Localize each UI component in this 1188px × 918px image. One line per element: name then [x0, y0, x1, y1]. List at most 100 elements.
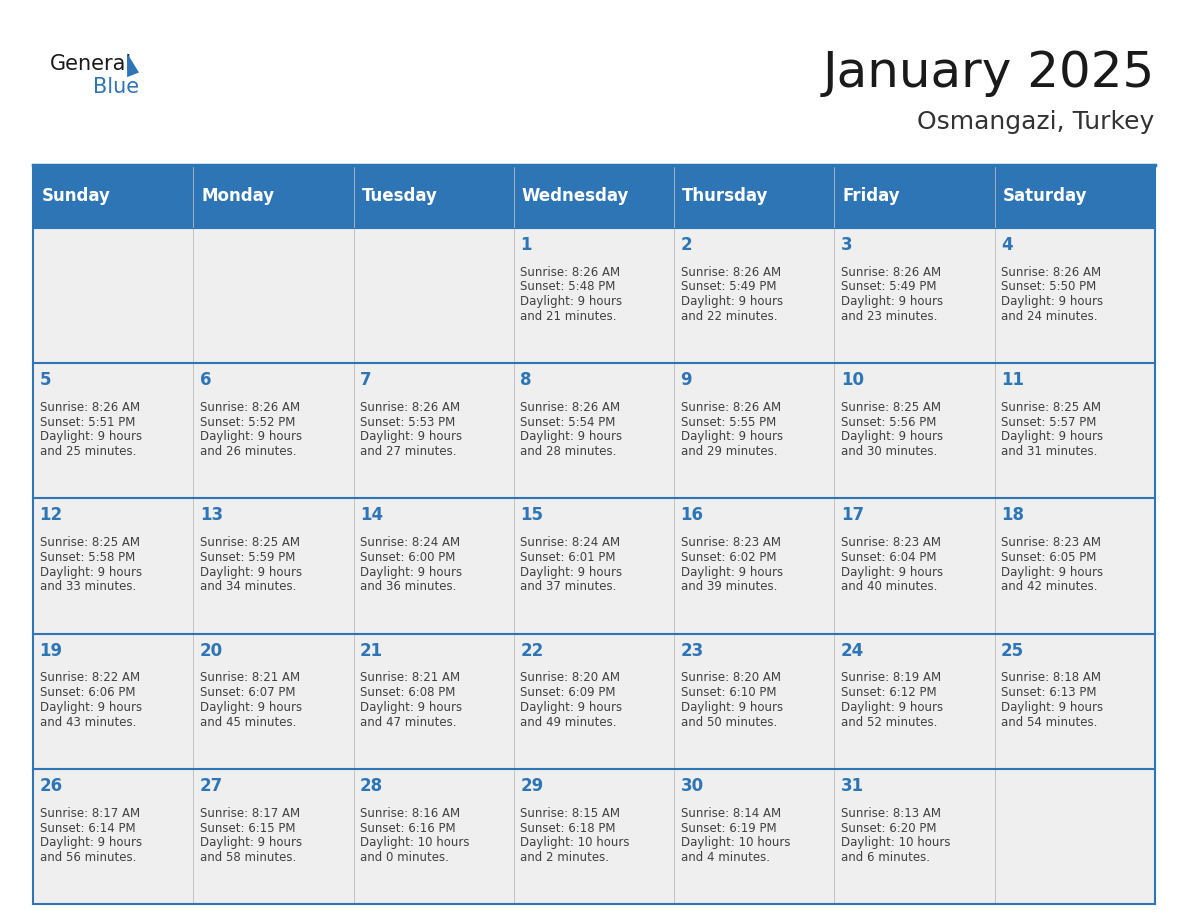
Text: Sunset: 6:01 PM: Sunset: 6:01 PM	[520, 551, 615, 564]
Text: Sunset: 6:08 PM: Sunset: 6:08 PM	[360, 687, 455, 700]
Text: Sunrise: 8:25 AM: Sunrise: 8:25 AM	[841, 401, 941, 414]
Bar	[354, 633, 514, 769]
Text: and 43 minutes.: and 43 minutes.	[39, 716, 137, 729]
Text: and 47 minutes.: and 47 minutes.	[360, 716, 456, 729]
Text: Sunrise: 8:23 AM: Sunrise: 8:23 AM	[841, 536, 941, 549]
Text: and 49 minutes.: and 49 minutes.	[520, 716, 617, 729]
Bar	[194, 633, 354, 769]
Text: Daylight: 9 hours: Daylight: 9 hours	[39, 836, 141, 849]
Text: Daylight: 9 hours: Daylight: 9 hours	[841, 701, 943, 714]
Text: Sunrise: 8:26 AM: Sunrise: 8:26 AM	[520, 265, 620, 278]
Bar	[834, 363, 994, 498]
Bar	[674, 769, 834, 904]
Text: 7: 7	[360, 371, 372, 389]
Text: Sunset: 6:06 PM: Sunset: 6:06 PM	[39, 687, 135, 700]
Polygon shape	[127, 53, 139, 77]
Text: and 45 minutes.: and 45 minutes.	[200, 716, 296, 729]
Text: Sunset: 6:00 PM: Sunset: 6:00 PM	[360, 551, 455, 564]
Text: and 27 minutes.: and 27 minutes.	[360, 445, 456, 458]
Text: Sunset: 5:58 PM: Sunset: 5:58 PM	[39, 551, 135, 564]
Text: Sunrise: 8:26 AM: Sunrise: 8:26 AM	[681, 265, 781, 278]
Bar	[674, 228, 834, 363]
Text: Sunrise: 8:20 AM: Sunrise: 8:20 AM	[681, 671, 781, 685]
Text: Sunrise: 8:23 AM: Sunrise: 8:23 AM	[681, 536, 781, 549]
Text: Sunrise: 8:15 AM: Sunrise: 8:15 AM	[520, 807, 620, 820]
Text: Sunrise: 8:17 AM: Sunrise: 8:17 AM	[39, 807, 140, 820]
Bar	[514, 498, 674, 633]
Text: Sunrise: 8:26 AM: Sunrise: 8:26 AM	[681, 401, 781, 414]
Text: Daylight: 9 hours: Daylight: 9 hours	[520, 701, 623, 714]
Text: and 28 minutes.: and 28 minutes.	[520, 445, 617, 458]
Bar	[834, 498, 994, 633]
Text: Sunrise: 8:25 AM: Sunrise: 8:25 AM	[39, 536, 140, 549]
Text: Sunset: 5:54 PM: Sunset: 5:54 PM	[520, 416, 615, 429]
Text: 4: 4	[1001, 236, 1012, 253]
Text: Sunset: 5:50 PM: Sunset: 5:50 PM	[1001, 280, 1097, 294]
Text: Daylight: 10 hours: Daylight: 10 hours	[681, 836, 790, 849]
Text: Daylight: 9 hours: Daylight: 9 hours	[520, 565, 623, 578]
Text: Daylight: 9 hours: Daylight: 9 hours	[681, 295, 783, 308]
Text: Sunrise: 8:21 AM: Sunrise: 8:21 AM	[200, 671, 301, 685]
Text: Daylight: 9 hours: Daylight: 9 hours	[681, 565, 783, 578]
Text: and 23 minutes.: and 23 minutes.	[841, 309, 937, 323]
Text: and 52 minutes.: and 52 minutes.	[841, 716, 937, 729]
Text: and 50 minutes.: and 50 minutes.	[681, 716, 777, 729]
Text: and 22 minutes.: and 22 minutes.	[681, 309, 777, 323]
Text: Sunset: 5:59 PM: Sunset: 5:59 PM	[200, 551, 296, 564]
Text: Sunset: 6:15 PM: Sunset: 6:15 PM	[200, 822, 296, 834]
Bar	[514, 363, 674, 498]
Text: Daylight: 9 hours: Daylight: 9 hours	[200, 431, 302, 443]
Text: Daylight: 9 hours: Daylight: 9 hours	[520, 295, 623, 308]
Text: 12: 12	[39, 507, 63, 524]
Bar	[994, 363, 1155, 498]
Text: Sunset: 5:48 PM: Sunset: 5:48 PM	[520, 280, 615, 294]
Bar	[354, 165, 514, 228]
Text: Sunrise: 8:25 AM: Sunrise: 8:25 AM	[1001, 401, 1101, 414]
Text: 6: 6	[200, 371, 211, 389]
Bar	[834, 769, 994, 904]
Text: Sunrise: 8:16 AM: Sunrise: 8:16 AM	[360, 807, 460, 820]
Bar	[674, 633, 834, 769]
Text: Sunset: 6:20 PM: Sunset: 6:20 PM	[841, 822, 936, 834]
Text: Sunset: 6:18 PM: Sunset: 6:18 PM	[520, 822, 615, 834]
Text: Sunset: 6:09 PM: Sunset: 6:09 PM	[520, 687, 615, 700]
Text: and 6 minutes.: and 6 minutes.	[841, 851, 930, 864]
Text: and 30 minutes.: and 30 minutes.	[841, 445, 937, 458]
Bar	[994, 228, 1155, 363]
Text: Sunrise: 8:24 AM: Sunrise: 8:24 AM	[360, 536, 460, 549]
Bar	[514, 228, 674, 363]
Text: and 29 minutes.: and 29 minutes.	[681, 445, 777, 458]
Text: Sunset: 6:02 PM: Sunset: 6:02 PM	[681, 551, 776, 564]
Text: 18: 18	[1001, 507, 1024, 524]
Text: Sunrise: 8:18 AM: Sunrise: 8:18 AM	[1001, 671, 1101, 685]
Text: Sunset: 6:10 PM: Sunset: 6:10 PM	[681, 687, 776, 700]
Text: Daylight: 9 hours: Daylight: 9 hours	[1001, 565, 1104, 578]
Text: Sunrise: 8:21 AM: Sunrise: 8:21 AM	[360, 671, 460, 685]
Bar	[33, 633, 194, 769]
Text: and 37 minutes.: and 37 minutes.	[520, 580, 617, 593]
Text: 2: 2	[681, 236, 693, 253]
Text: Saturday: Saturday	[1003, 187, 1087, 206]
Bar	[514, 633, 674, 769]
Text: 11: 11	[1001, 371, 1024, 389]
Bar	[33, 498, 194, 633]
Text: Sunset: 6:04 PM: Sunset: 6:04 PM	[841, 551, 936, 564]
Text: Sunrise: 8:26 AM: Sunrise: 8:26 AM	[39, 401, 140, 414]
Bar	[674, 165, 834, 228]
Bar	[194, 769, 354, 904]
Text: Sunset: 5:49 PM: Sunset: 5:49 PM	[681, 280, 776, 294]
Bar	[674, 363, 834, 498]
Bar	[354, 228, 514, 363]
Text: Sunrise: 8:26 AM: Sunrise: 8:26 AM	[520, 401, 620, 414]
Text: Daylight: 10 hours: Daylight: 10 hours	[360, 836, 469, 849]
Bar	[834, 165, 994, 228]
Text: Sunset: 5:49 PM: Sunset: 5:49 PM	[841, 280, 936, 294]
Text: Daylight: 10 hours: Daylight: 10 hours	[520, 836, 630, 849]
Text: Friday: Friday	[842, 187, 901, 206]
Bar	[194, 363, 354, 498]
Text: 31: 31	[841, 777, 864, 795]
Bar	[994, 498, 1155, 633]
Text: 23: 23	[681, 642, 703, 660]
Text: and 21 minutes.: and 21 minutes.	[520, 309, 617, 323]
Bar	[994, 633, 1155, 769]
